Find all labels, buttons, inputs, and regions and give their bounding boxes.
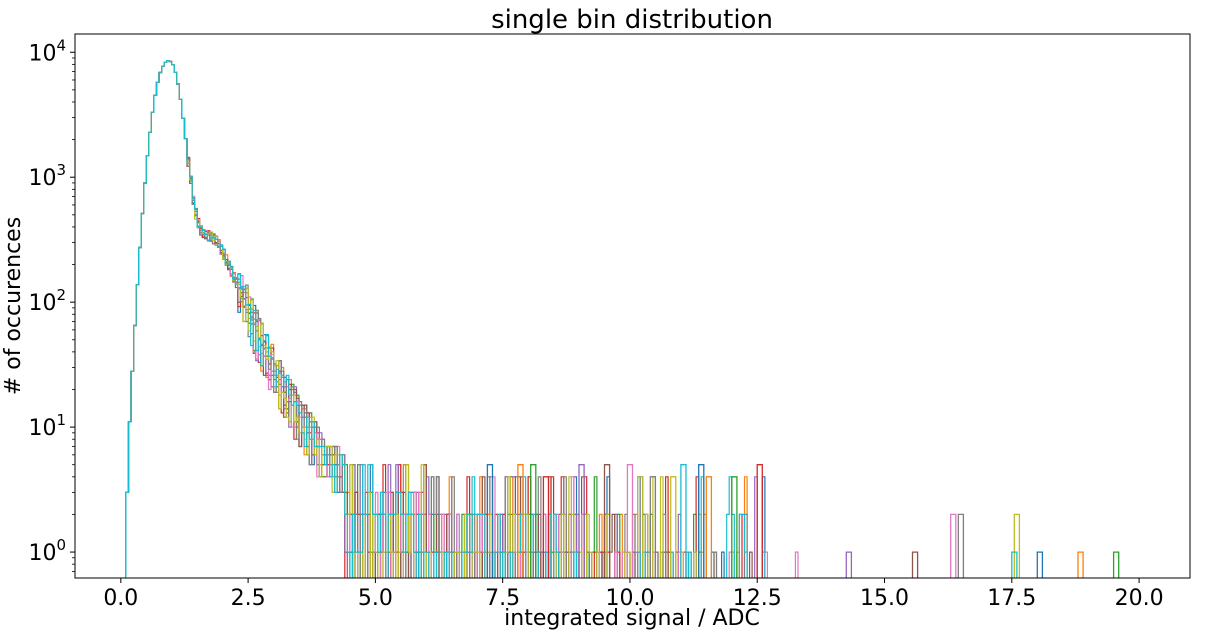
x-tick-label: 10.0 [605, 586, 654, 611]
x-tick-label: 12.5 [733, 586, 782, 611]
x-axis-label: integrated signal / ADC [504, 606, 760, 631]
x-tick-label: 5.0 [358, 586, 393, 611]
plot-frame [74, 33, 1191, 579]
tail-spike [731, 476, 738, 578]
tail-spike [950, 513, 957, 578]
x-tick-label: 7.5 [485, 586, 520, 611]
tail-spike [705, 476, 713, 578]
tail-spike [756, 464, 763, 578]
axis-ticks: 0.0 2.5 5.0 7.5 10.0 12.5 15.0 17.5 20.0 100 101 10… [28, 36, 1163, 611]
x-tick-label: 20.0 [1115, 586, 1164, 611]
tail-spike [1077, 551, 1084, 578]
y-tick-label: 104 [28, 36, 66, 66]
x-tick-label: 0.0 [103, 586, 138, 611]
tail-spike [680, 464, 687, 578]
histogram-marks [125, 60, 1120, 578]
tail-spike [517, 464, 524, 578]
tail-spike [845, 551, 853, 578]
tail-spike [1112, 551, 1120, 578]
x-tick-label: 17.5 [987, 586, 1036, 611]
tail-spike [911, 551, 919, 578]
y-axis-label: # of occurences [1, 217, 26, 395]
tail-spike [542, 476, 550, 578]
x-tick-label: 2.5 [231, 586, 266, 611]
tail-spike [578, 464, 585, 578]
tail-spike [603, 464, 611, 578]
tail-spike [649, 476, 657, 578]
y-tick-label: 100 [28, 536, 66, 566]
tail-spike [626, 464, 634, 578]
tail-spike [530, 464, 537, 578]
tail-spike [486, 464, 494, 578]
tail-spike [698, 464, 705, 578]
tail-spike [1011, 551, 1018, 578]
tail-spike [1013, 513, 1021, 578]
y-tick-label: 101 [28, 411, 66, 441]
y-tick-label: 103 [28, 161, 66, 191]
tail-spike [670, 476, 677, 578]
tail-spike [1036, 551, 1044, 578]
chart-title: single bin distribution [491, 5, 773, 35]
x-tick-label: 15.0 [860, 586, 909, 611]
y-tick-label: 102 [28, 286, 66, 316]
tail-spike [957, 513, 965, 578]
histogram-series-10 [125, 60, 766, 578]
